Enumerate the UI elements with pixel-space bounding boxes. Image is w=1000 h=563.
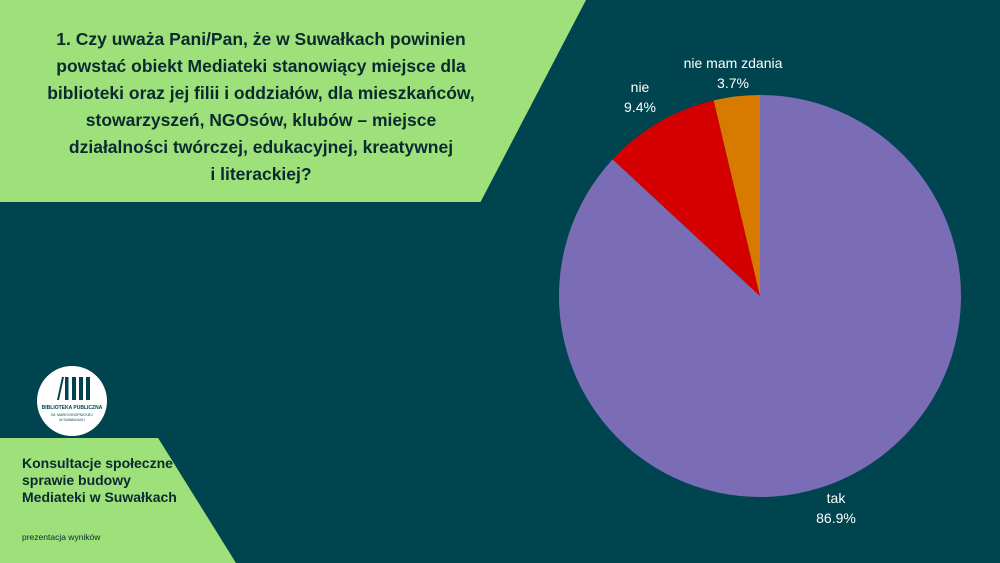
pie-label-name: nie [631, 79, 650, 95]
question-text: 1. Czy uważa Pani/Pan, że w Suwałkach po… [22, 26, 500, 188]
question-line: stowarzyszeń, NGOsów, klubów – miejsce [85, 110, 437, 130]
pie-slice-nie-mam-zdania [713, 95, 760, 296]
question-panel: 1. Czy uważa Pani/Pan, że w Suwałkach po… [0, 0, 586, 202]
logo-line3: W SUWAŁKACH [59, 418, 85, 422]
logo-line1: BIBLIOTEKA PUBLICZNA [42, 405, 103, 411]
question-line: powstać obiekt Mediateki stanowiący miej… [56, 56, 466, 76]
question-line: biblioteki oraz jej filii i oddziałów, d… [47, 83, 475, 103]
pie-label-name: tak [827, 490, 847, 506]
logo-line2: IM. MARII KONOPNICKIEJ [51, 413, 93, 417]
books-icon: BIBLIOTEKA PUBLICZNA IM. MARII KONOPNICK… [42, 377, 103, 422]
footer-subtitle: prezentacja wyników [22, 532, 101, 542]
question-line: i literackiej? [210, 164, 312, 184]
pie-label-value: 9.4% [624, 99, 656, 115]
library-logo: BIBLIOTEKA PUBLICZNA IM. MARII KONOPNICK… [37, 366, 107, 436]
pie-label-name: nie mam zdania [684, 55, 783, 71]
question-line: 1. Czy uważa Pani/Pan, że w Suwałkach po… [56, 29, 466, 49]
pie-label-value: 3.7% [717, 75, 749, 91]
pie-label-value: 86.9% [816, 510, 856, 526]
pie-slice-nie [612, 100, 760, 296]
footer-title: Konsultacje społeczne w sprawie budowy M… [22, 455, 188, 505]
question-line: działalności twórczej, edukacyjnej, krea… [68, 137, 454, 157]
